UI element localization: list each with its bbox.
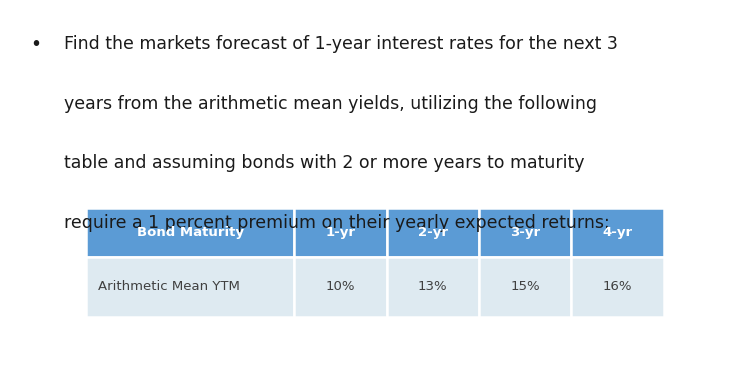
Text: 3-yr: 3-yr	[510, 226, 540, 239]
Bar	[294, 257, 386, 317]
Text: 1-yr: 1-yr	[326, 226, 356, 239]
Text: 2-yr: 2-yr	[418, 226, 448, 239]
Text: Arithmetic Mean YTM: Arithmetic Mean YTM	[98, 280, 239, 293]
Bar	[86, 208, 294, 257]
Bar	[386, 257, 479, 317]
Text: table and assuming bonds with 2 or more years to maturity: table and assuming bonds with 2 or more …	[64, 154, 584, 173]
Bar	[572, 208, 664, 257]
Text: 13%: 13%	[418, 280, 448, 293]
Text: 10%: 10%	[326, 280, 355, 293]
Bar	[572, 257, 664, 317]
Bar	[479, 208, 572, 257]
Bar	[386, 208, 479, 257]
Bar	[479, 257, 572, 317]
Text: 4-yr: 4-yr	[602, 226, 632, 239]
Text: require a 1 percent premium on their yearly expected returns:: require a 1 percent premium on their yea…	[64, 214, 610, 232]
Text: Find the markets forecast of 1-year interest rates for the next 3: Find the markets forecast of 1-year inte…	[64, 35, 618, 53]
Text: 15%: 15%	[510, 280, 540, 293]
Text: 16%: 16%	[603, 280, 632, 293]
Text: •: •	[30, 35, 41, 54]
Bar	[86, 257, 294, 317]
Text: years from the arithmetic mean yields, utilizing the following: years from the arithmetic mean yields, u…	[64, 95, 597, 113]
Bar	[294, 208, 386, 257]
Text: Bond Maturity: Bond Maturity	[136, 226, 244, 239]
